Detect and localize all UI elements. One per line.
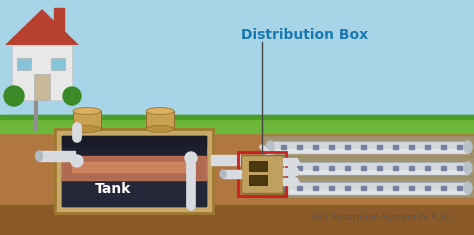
Bar (361, 145, 366, 149)
Circle shape (63, 87, 81, 105)
Bar (270, 141, 468, 151)
Bar (0, 205, 474, 235)
Bar (238, 152, 286, 196)
Bar (297, 186, 302, 190)
Bar (0, 127, 474, 235)
Ellipse shape (266, 162, 274, 174)
Bar (62, 156, 206, 180)
Ellipse shape (464, 141, 472, 153)
Bar (281, 186, 286, 190)
Bar (62, 136, 206, 146)
Bar (345, 166, 350, 170)
Ellipse shape (36, 151, 43, 161)
Bar (313, 166, 318, 170)
Bar (270, 182, 468, 194)
Bar (283, 158, 297, 165)
Bar (313, 145, 318, 149)
Bar (249, 175, 267, 185)
Ellipse shape (464, 182, 472, 194)
Ellipse shape (73, 107, 101, 114)
Bar (262, 157, 474, 178)
Ellipse shape (266, 182, 274, 194)
Bar (377, 145, 382, 149)
Bar (409, 186, 414, 190)
Bar (245, 159, 287, 197)
Bar (262, 136, 474, 157)
Bar (62, 136, 206, 206)
Bar (211, 155, 241, 165)
Bar (377, 186, 382, 190)
Bar (297, 166, 302, 170)
Bar (329, 166, 334, 170)
Circle shape (185, 152, 197, 164)
Bar (441, 186, 446, 190)
Bar (377, 166, 382, 170)
Bar (283, 168, 297, 175)
Polygon shape (6, 10, 78, 45)
Circle shape (71, 155, 83, 167)
Bar (457, 145, 462, 149)
Bar (249, 161, 267, 171)
Bar (62, 178, 206, 206)
Text: Distribution Box: Distribution Box (241, 28, 369, 42)
Bar (270, 162, 468, 172)
Bar (425, 186, 430, 190)
Bar (297, 145, 302, 149)
Bar (425, 166, 430, 170)
Ellipse shape (266, 141, 274, 153)
Bar (361, 186, 366, 190)
Bar (457, 186, 462, 190)
Bar (457, 166, 462, 170)
Bar (425, 145, 430, 149)
Bar (270, 170, 468, 174)
Bar (270, 190, 468, 194)
Bar (146, 111, 174, 129)
Bar (73, 111, 101, 129)
Bar (34, 74, 50, 100)
Bar (39, 151, 75, 161)
Ellipse shape (146, 125, 174, 133)
Bar (241, 155, 283, 193)
Bar (54, 8, 64, 32)
Bar (313, 186, 318, 190)
Bar (281, 166, 286, 170)
Bar (393, 186, 398, 190)
Bar (270, 149, 468, 153)
Bar (329, 145, 334, 149)
Bar (345, 186, 350, 190)
Bar (441, 166, 446, 170)
Bar (0, 115, 474, 119)
Ellipse shape (220, 170, 226, 178)
Bar (281, 145, 286, 149)
Bar (223, 170, 241, 178)
Bar (55, 129, 213, 213)
Bar (270, 141, 468, 153)
Bar (329, 186, 334, 190)
Bar (345, 145, 350, 149)
Bar (409, 166, 414, 170)
Bar (17, 58, 31, 70)
Ellipse shape (73, 125, 101, 133)
Text: Tank: Tank (95, 182, 131, 196)
Bar (393, 145, 398, 149)
Ellipse shape (464, 162, 472, 174)
Circle shape (4, 86, 24, 106)
Bar (393, 166, 398, 170)
Ellipse shape (146, 107, 174, 114)
Bar (12, 45, 72, 100)
Bar (270, 182, 468, 192)
Bar (262, 177, 474, 198)
Bar (270, 162, 468, 174)
Bar (283, 178, 297, 185)
Bar (51, 58, 65, 70)
Bar (441, 145, 446, 149)
Bar (409, 145, 414, 149)
Bar (0, 115, 474, 133)
Text: Soil Absorption System (S.A.S): Soil Absorption System (S.A.S) (311, 212, 449, 222)
Bar (361, 166, 366, 170)
Bar (72, 162, 186, 172)
